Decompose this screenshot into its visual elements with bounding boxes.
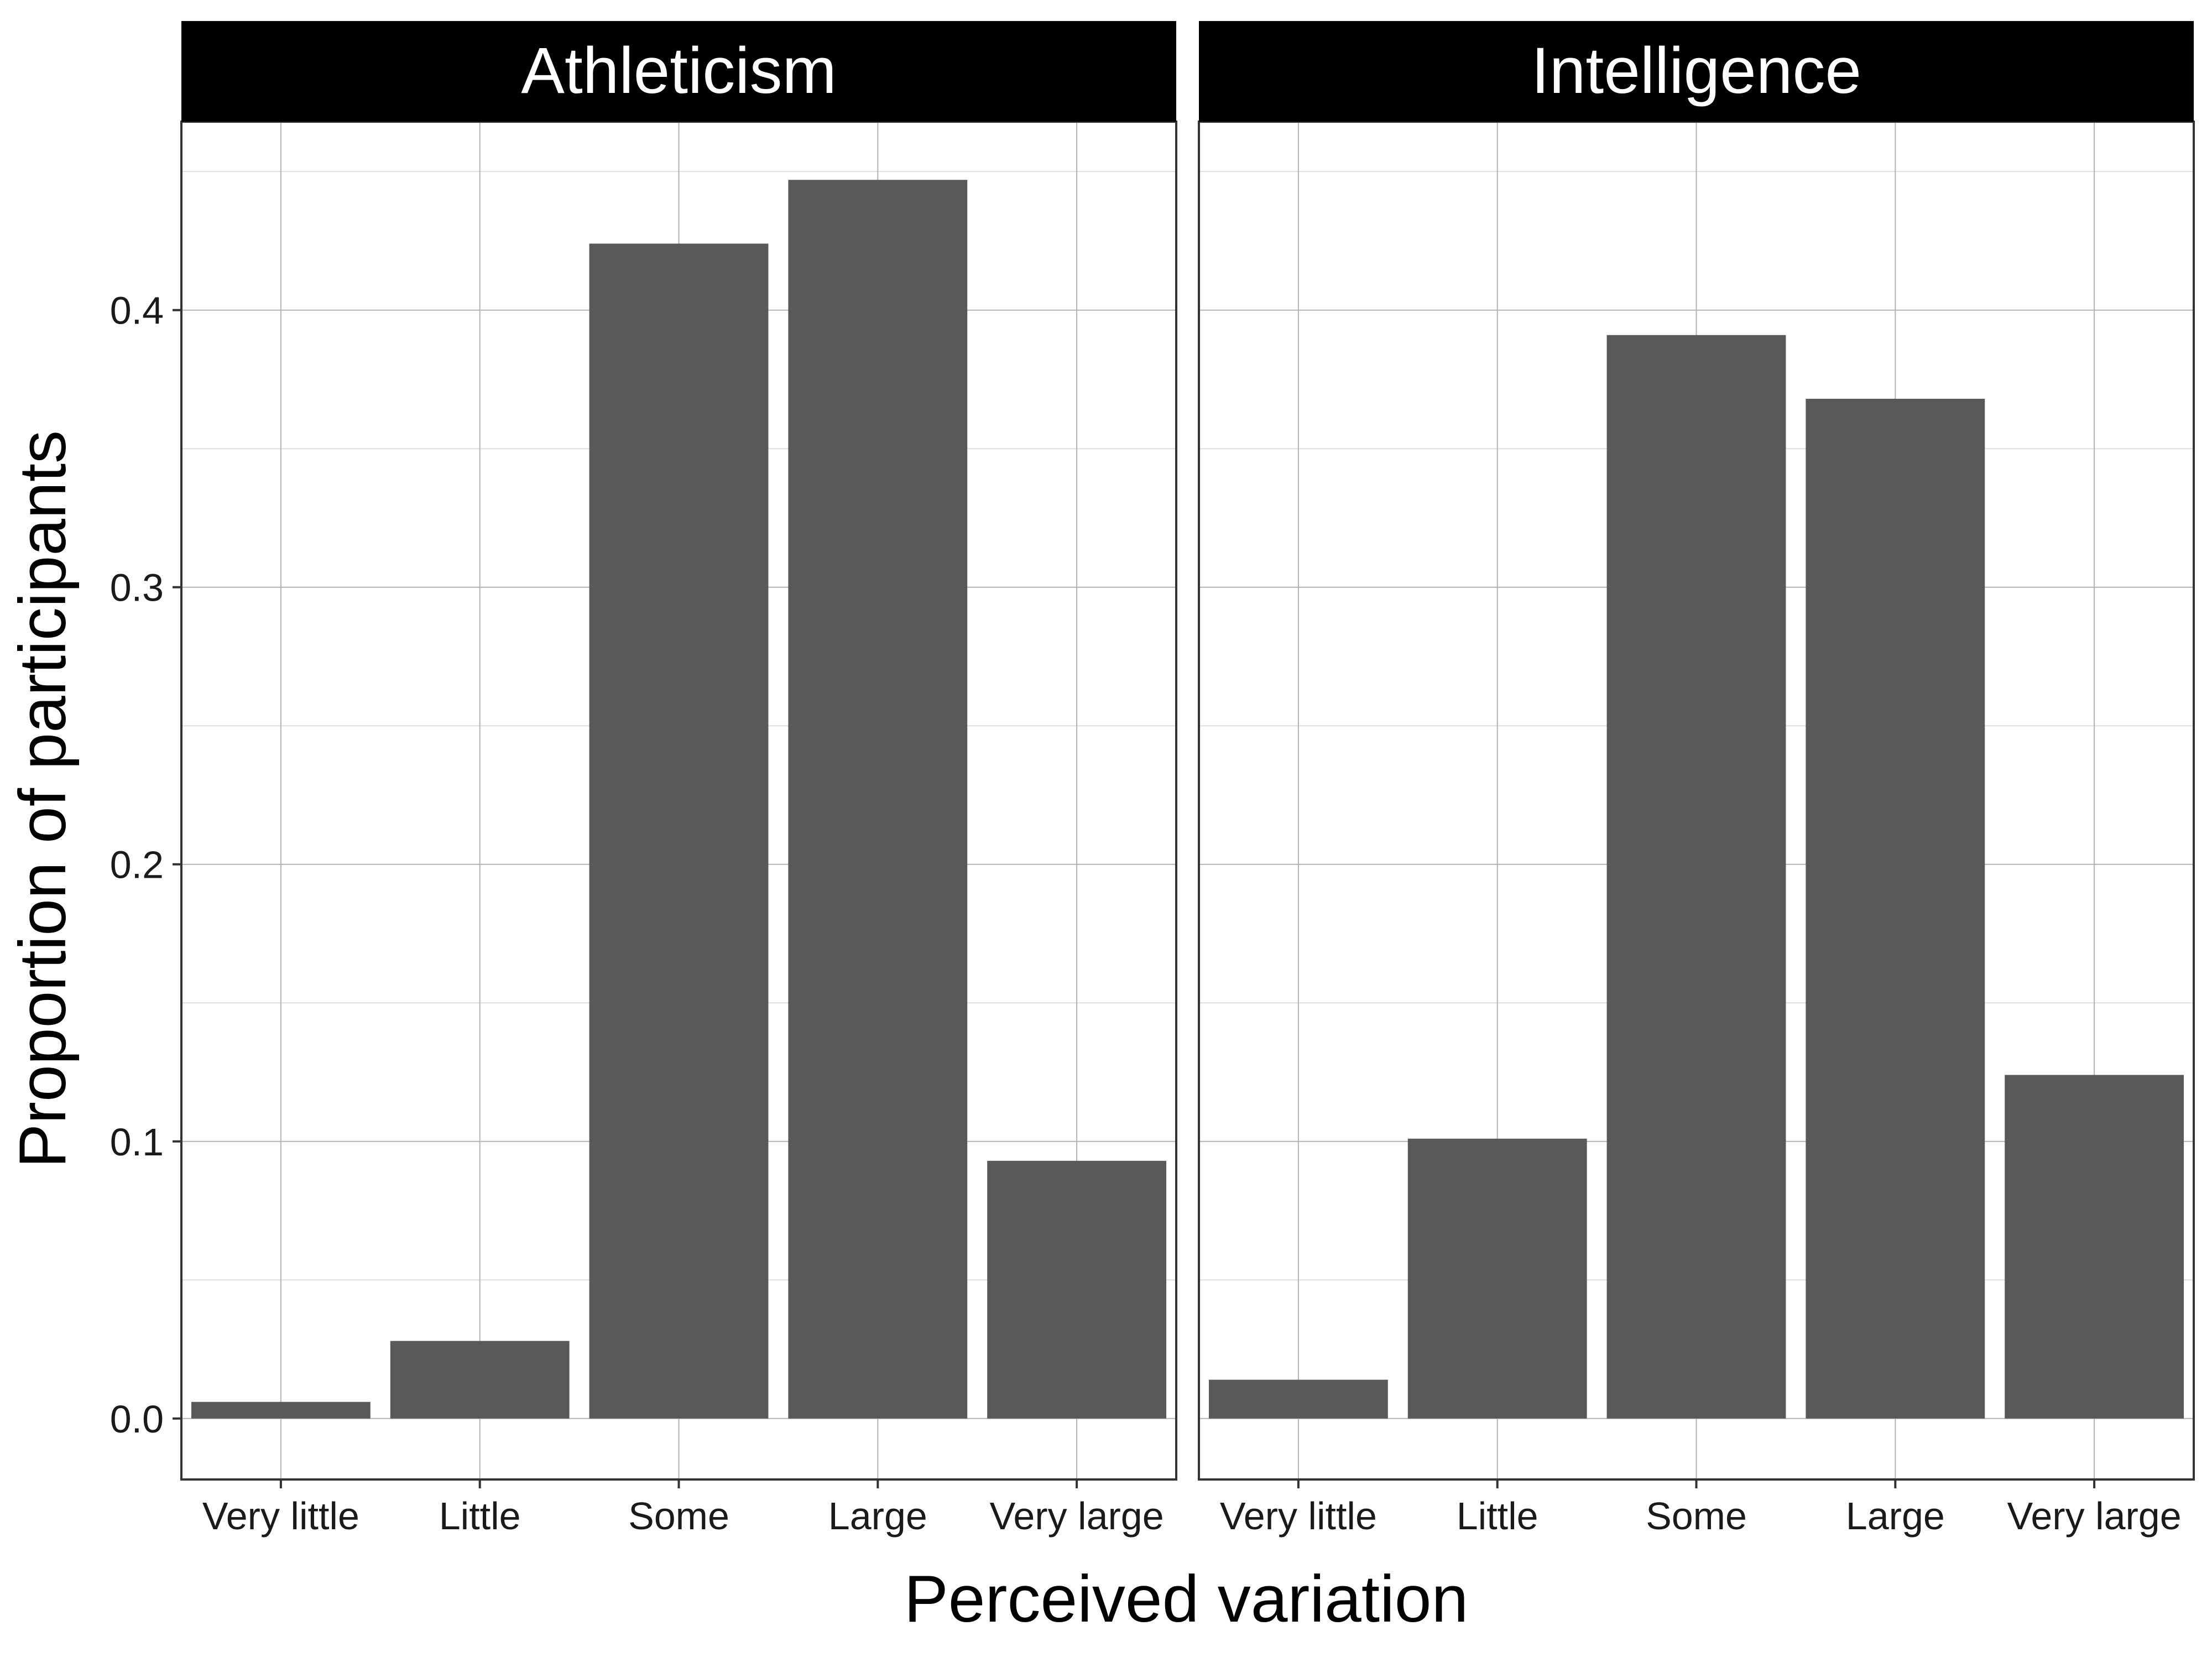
y-axis-title: Proportion of participants xyxy=(6,430,80,1168)
bar-athleticism-some xyxy=(589,243,769,1419)
y-tick-label: 0.0 xyxy=(110,1398,164,1441)
x-tick-label: Very large xyxy=(990,1494,1164,1538)
x-tick-label: Little xyxy=(1457,1494,1538,1538)
y-tick-label: 0.3 xyxy=(110,566,164,609)
bar-intelligence-little xyxy=(1407,1138,1587,1419)
x-tick-label: Some xyxy=(628,1494,729,1538)
bar-intelligence-large xyxy=(1806,399,1985,1419)
facet-title: Athleticism xyxy=(521,34,836,107)
bar-intelligence-very-little xyxy=(1208,1379,1388,1419)
bars-layer xyxy=(191,180,2184,1419)
x-tick-label: Little xyxy=(439,1494,521,1538)
bar-athleticism-very-little xyxy=(191,1402,371,1419)
axes-layer: Very little Little Some Large Very large Very… xyxy=(110,289,2182,1538)
x-tick-label: Very little xyxy=(202,1494,359,1538)
bar-athleticism-little xyxy=(390,1341,570,1419)
bar-athleticism-large xyxy=(788,180,968,1419)
facet-strip xyxy=(181,21,1176,122)
bar-intelligence-very-large xyxy=(2005,1075,2184,1419)
y-tick-label: 0.1 xyxy=(110,1121,164,1164)
facet-strip xyxy=(1199,21,2194,122)
x-tick-label: Large xyxy=(828,1494,927,1538)
facet-title: Intelligence xyxy=(1531,34,1861,107)
x-tick-label: Some xyxy=(1646,1494,1747,1538)
bar-intelligence-some xyxy=(1606,335,1786,1419)
x-axis-title: Perceived variation xyxy=(904,1562,1469,1636)
y-tick-label: 0.2 xyxy=(110,843,164,887)
bar-athleticism-very-large xyxy=(987,1160,1167,1419)
facet-strips-layer: Athleticism Intelligence xyxy=(181,21,2194,122)
x-tick-label: Very large xyxy=(2007,1494,2182,1538)
x-tick-label: Very little xyxy=(1220,1494,1377,1538)
x-tick-label: Large xyxy=(1846,1494,1945,1538)
y-tick-label: 0.4 xyxy=(110,289,164,332)
